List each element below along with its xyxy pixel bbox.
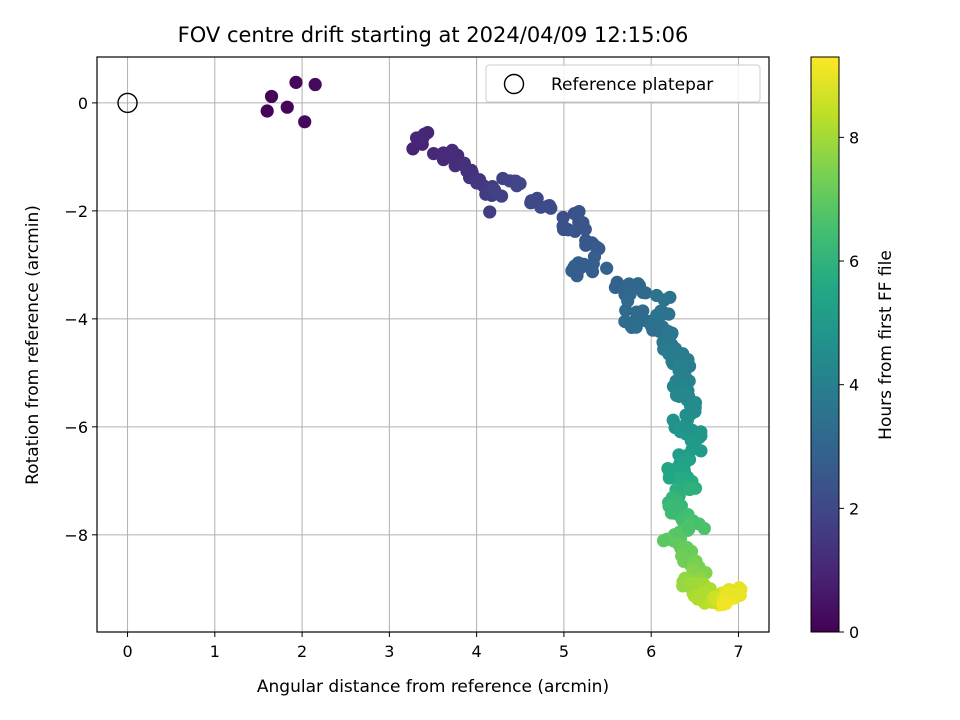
- x-tick-label: 7: [733, 642, 743, 661]
- x-axis-label: Angular distance from reference (arcmin): [257, 677, 609, 697]
- data-point: [694, 444, 708, 458]
- colorbar-tick-label: 8: [849, 128, 859, 147]
- x-tick-label: 4: [472, 642, 482, 661]
- data-point: [662, 499, 676, 513]
- x-tick-label: 6: [646, 642, 656, 661]
- data-point: [572, 204, 586, 219]
- data-point: [684, 434, 698, 448]
- data-point: [636, 285, 650, 300]
- data-point: [470, 176, 484, 190]
- y-tick-label: −2: [64, 202, 88, 221]
- data-point: [665, 326, 679, 340]
- data-point: [610, 275, 624, 289]
- data-point: [673, 358, 688, 372]
- data-point: [619, 303, 633, 318]
- data-point: [576, 259, 590, 273]
- scatter-points: [117, 75, 748, 612]
- colorbar-tick-label: 2: [849, 499, 859, 518]
- data-point: [684, 576, 698, 591]
- data-point: [663, 290, 677, 304]
- reference-marker: [117, 92, 138, 114]
- data-point: [487, 183, 502, 197]
- data-point: [677, 550, 691, 565]
- data-point: [568, 224, 582, 238]
- data-point: [650, 288, 664, 303]
- data-point: [446, 148, 461, 162]
- x-tick-label: 0: [122, 642, 132, 661]
- colorbar-label: Hours from first FF file: [876, 250, 896, 440]
- data-point: [590, 240, 604, 254]
- data-point: [650, 308, 664, 322]
- data-point: [483, 205, 497, 219]
- y-tick-label: −6: [64, 418, 88, 437]
- data-point: [280, 100, 294, 114]
- data-point: [697, 585, 711, 599]
- data-point: [436, 146, 450, 160]
- data-point: [682, 522, 696, 536]
- legend-box: [485, 64, 761, 103]
- data-point: [719, 596, 733, 611]
- data-point: [416, 130, 430, 144]
- y-tick-label: −8: [64, 526, 88, 545]
- data-point: [260, 104, 274, 118]
- colorbar-tick-label: 6: [849, 252, 859, 271]
- data-point: [289, 75, 303, 89]
- data-point: [680, 420, 694, 434]
- data-point: [528, 194, 542, 208]
- data-point: [697, 521, 711, 536]
- data-point: [427, 146, 441, 161]
- y-axis-label: Rotation from reference (arcmin): [23, 205, 43, 485]
- colorbar-tick-label: 4: [849, 376, 859, 395]
- data-point: [513, 177, 527, 191]
- data-point: [264, 89, 279, 104]
- data-point: [656, 534, 671, 548]
- data-point: [688, 400, 702, 414]
- colorbar-ticks: 0 2 4 6 8: [839, 128, 859, 642]
- data-point: [298, 115, 312, 129]
- legend-marker-reference: [503, 73, 525, 95]
- data-point: [733, 588, 747, 602]
- data-point: [722, 585, 736, 600]
- data-point: [662, 471, 676, 485]
- axis-ticks: 0 1 2 3 4 5 6 7 0 −2 −4 −6 −8: [64, 94, 743, 661]
- data-point: [677, 387, 691, 401]
- y-tick-label: 0: [78, 94, 88, 113]
- x-tick-label: 5: [559, 642, 569, 661]
- grid: [97, 57, 769, 632]
- x-tick-label: 3: [384, 642, 394, 661]
- legend: Reference platepar: [485, 64, 761, 103]
- colorbar: 0 2 4 6 8 Hours from first FF file: [810, 56, 896, 642]
- y-tick-label: −4: [64, 310, 88, 329]
- data-point: [576, 216, 590, 230]
- legend-entry-reference: Reference platepar: [551, 75, 713, 95]
- data-point: [308, 77, 322, 92]
- data-point: [556, 222, 571, 237]
- data-point: [579, 238, 593, 252]
- x-tick-label: 1: [210, 642, 220, 661]
- x-tick-label: 2: [297, 642, 307, 661]
- colorbar-gradient: [810, 56, 840, 633]
- data-point: [682, 482, 696, 497]
- data-point: [600, 261, 614, 275]
- colorbar-tick-label: 0: [849, 623, 859, 642]
- chart-title: FOV centre drift starting at 2024/04/09 …: [178, 23, 689, 47]
- data-point: [629, 305, 644, 319]
- plot-area-frame: [96, 56, 770, 633]
- data-point: [540, 199, 555, 213]
- data-point: [629, 320, 643, 334]
